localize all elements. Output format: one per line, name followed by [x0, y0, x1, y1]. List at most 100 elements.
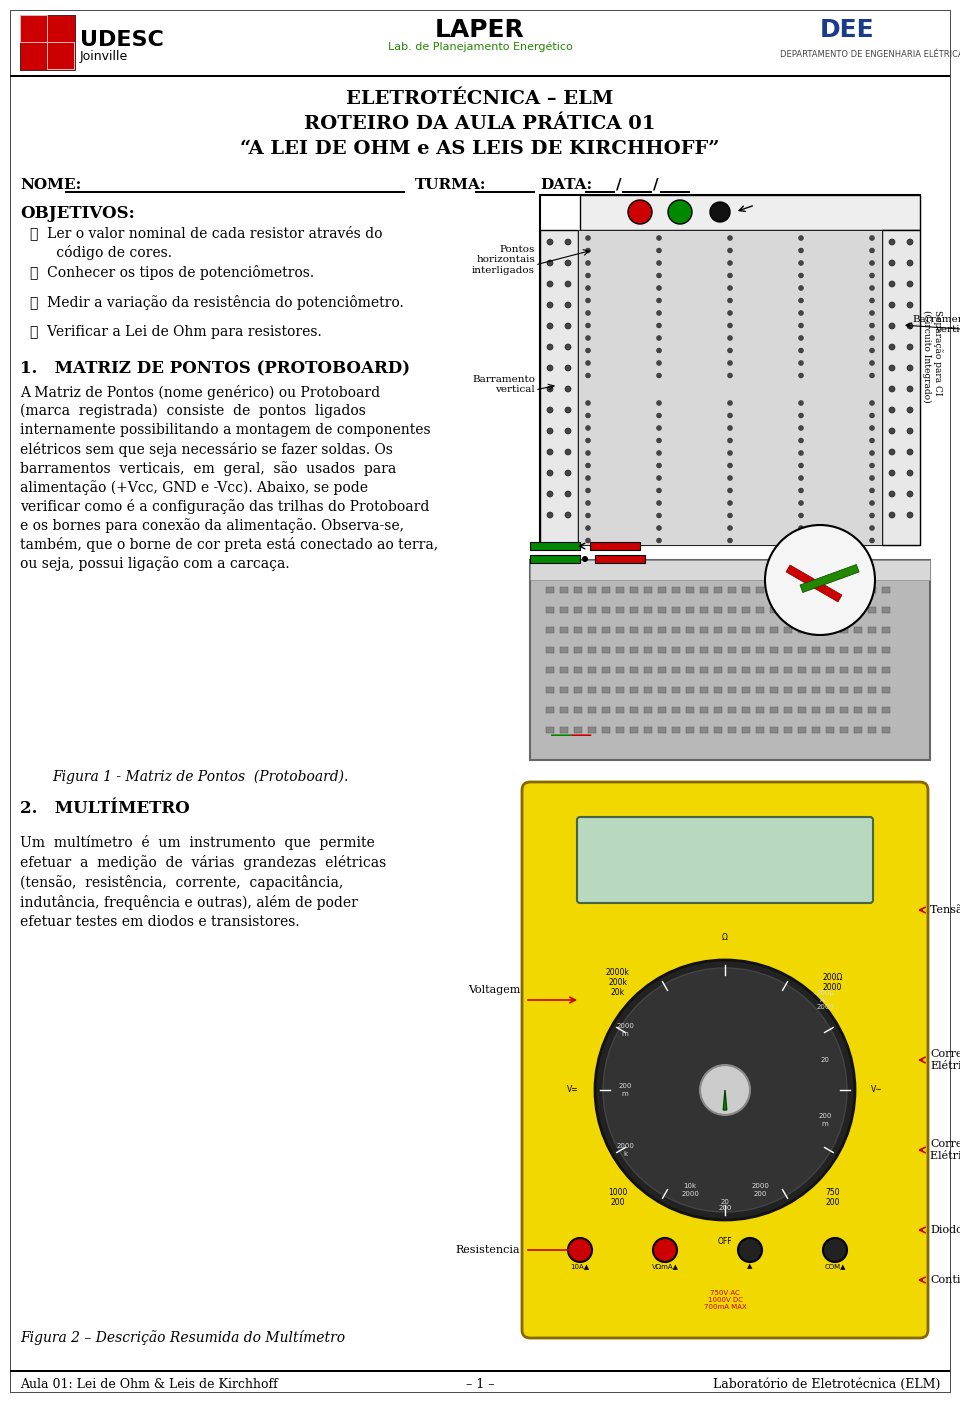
Circle shape [657, 437, 661, 443]
Bar [574, 646, 582, 653]
Circle shape [586, 526, 590, 530]
Bar [742, 728, 750, 733]
Bar [580, 195, 920, 230]
Circle shape [565, 280, 571, 287]
Bar [756, 607, 764, 613]
Bar [686, 728, 694, 733]
Circle shape [799, 360, 804, 366]
Bar [784, 667, 792, 673]
Bar [644, 587, 652, 593]
Bar [630, 728, 638, 733]
Text: e os bornes para conexão da alimentação. Observa-se,: e os bornes para conexão da alimentação.… [20, 517, 404, 533]
Text: (marca  registrada)  consiste  de  pontos  ligados: (marca registrada) consiste de pontos li… [20, 404, 366, 418]
Bar [756, 587, 764, 593]
Text: ▲: ▲ [747, 1263, 753, 1269]
Circle shape [907, 280, 913, 287]
Bar [616, 646, 624, 653]
Circle shape [889, 343, 895, 350]
Text: TURMA:: TURMA: [415, 178, 487, 192]
Bar [742, 667, 750, 673]
Circle shape [547, 259, 553, 266]
Circle shape [586, 286, 590, 290]
Bar [560, 728, 568, 733]
Text: /: / [616, 178, 622, 192]
Circle shape [907, 512, 913, 517]
Circle shape [547, 301, 553, 308]
Circle shape [565, 449, 571, 456]
Text: NOME:: NOME: [20, 178, 82, 192]
Circle shape [799, 286, 804, 290]
Bar [20, 15, 47, 42]
Circle shape [586, 538, 590, 543]
Text: A Matriz de Pontos (nome genérico) ou Protoboard: A Matriz de Pontos (nome genérico) ou Pr… [20, 386, 380, 400]
Bar [602, 687, 610, 693]
Bar [560, 607, 568, 613]
Circle shape [657, 299, 661, 303]
Text: 10k
2000: 10k 2000 [681, 1183, 699, 1196]
Circle shape [799, 401, 804, 405]
Circle shape [547, 322, 553, 329]
Text: Pontos
horizontais
interligados: Pontos horizontais interligados [472, 245, 535, 275]
Circle shape [700, 1066, 750, 1115]
Bar [812, 707, 820, 714]
Circle shape [657, 450, 661, 456]
Bar [588, 667, 596, 673]
Circle shape [799, 273, 804, 278]
Circle shape [657, 360, 661, 366]
Circle shape [799, 261, 804, 265]
Circle shape [586, 273, 590, 278]
Bar [700, 667, 708, 673]
Circle shape [799, 236, 804, 241]
Circle shape [582, 557, 588, 562]
Bar [728, 728, 736, 733]
Bar [742, 587, 750, 593]
Text: Barramento
vertical: Barramento vertical [472, 374, 535, 394]
Bar [854, 627, 862, 632]
Bar [588, 587, 596, 593]
Bar [644, 667, 652, 673]
Circle shape [799, 248, 804, 252]
Circle shape [870, 488, 875, 494]
Bar [658, 707, 666, 714]
Circle shape [547, 449, 553, 456]
Text: Laboratório de Eletrotécnica (ELM): Laboratório de Eletrotécnica (ELM) [712, 1378, 940, 1391]
Bar [574, 667, 582, 673]
Text: UDESC: UDESC [80, 29, 164, 50]
Bar [770, 728, 778, 733]
Circle shape [728, 248, 732, 252]
Circle shape [657, 463, 661, 468]
Circle shape [870, 450, 875, 456]
Bar [630, 627, 638, 632]
Text: indutância, frequência e outras), além de poder: indutância, frequência e outras), além d… [20, 894, 358, 910]
Circle shape [870, 335, 875, 341]
Circle shape [728, 286, 732, 290]
Circle shape [657, 425, 661, 430]
Text: Continuidade: Continuidade [930, 1274, 960, 1286]
Circle shape [657, 348, 661, 353]
Circle shape [728, 501, 732, 506]
Bar [574, 728, 582, 733]
Circle shape [799, 463, 804, 468]
Circle shape [799, 425, 804, 430]
Circle shape [547, 491, 553, 496]
Circle shape [595, 960, 855, 1220]
Text: Corrente
Elétrica ate 10A: Corrente Elétrica ate 10A [930, 1140, 960, 1161]
FancyBboxPatch shape [522, 782, 928, 1338]
Bar [546, 667, 554, 673]
Bar [826, 707, 834, 714]
Bar [616, 627, 624, 632]
Bar [595, 555, 645, 564]
Bar [784, 607, 792, 613]
Bar [686, 646, 694, 653]
Bar [854, 667, 862, 673]
Bar [602, 627, 610, 632]
Bar [840, 646, 848, 653]
Text: Diodos: Diodos [930, 1225, 960, 1235]
Circle shape [870, 348, 875, 353]
Bar [644, 687, 652, 693]
Bar [826, 667, 834, 673]
Circle shape [907, 238, 913, 245]
Circle shape [565, 470, 571, 477]
Bar [882, 667, 890, 673]
Circle shape [728, 463, 732, 468]
